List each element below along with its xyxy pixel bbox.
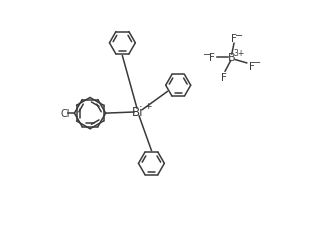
Text: −: − (253, 58, 262, 68)
Text: Bi: Bi (132, 106, 144, 119)
Text: 3+: 3+ (233, 49, 245, 58)
Text: Cl: Cl (61, 109, 70, 119)
Text: F: F (221, 72, 227, 82)
Text: B: B (228, 53, 236, 63)
Text: −: − (235, 31, 243, 41)
Text: F: F (209, 53, 215, 63)
Text: F: F (231, 34, 237, 44)
Text: +: + (143, 101, 151, 110)
Text: −: − (203, 50, 211, 60)
Text: F: F (249, 61, 255, 72)
